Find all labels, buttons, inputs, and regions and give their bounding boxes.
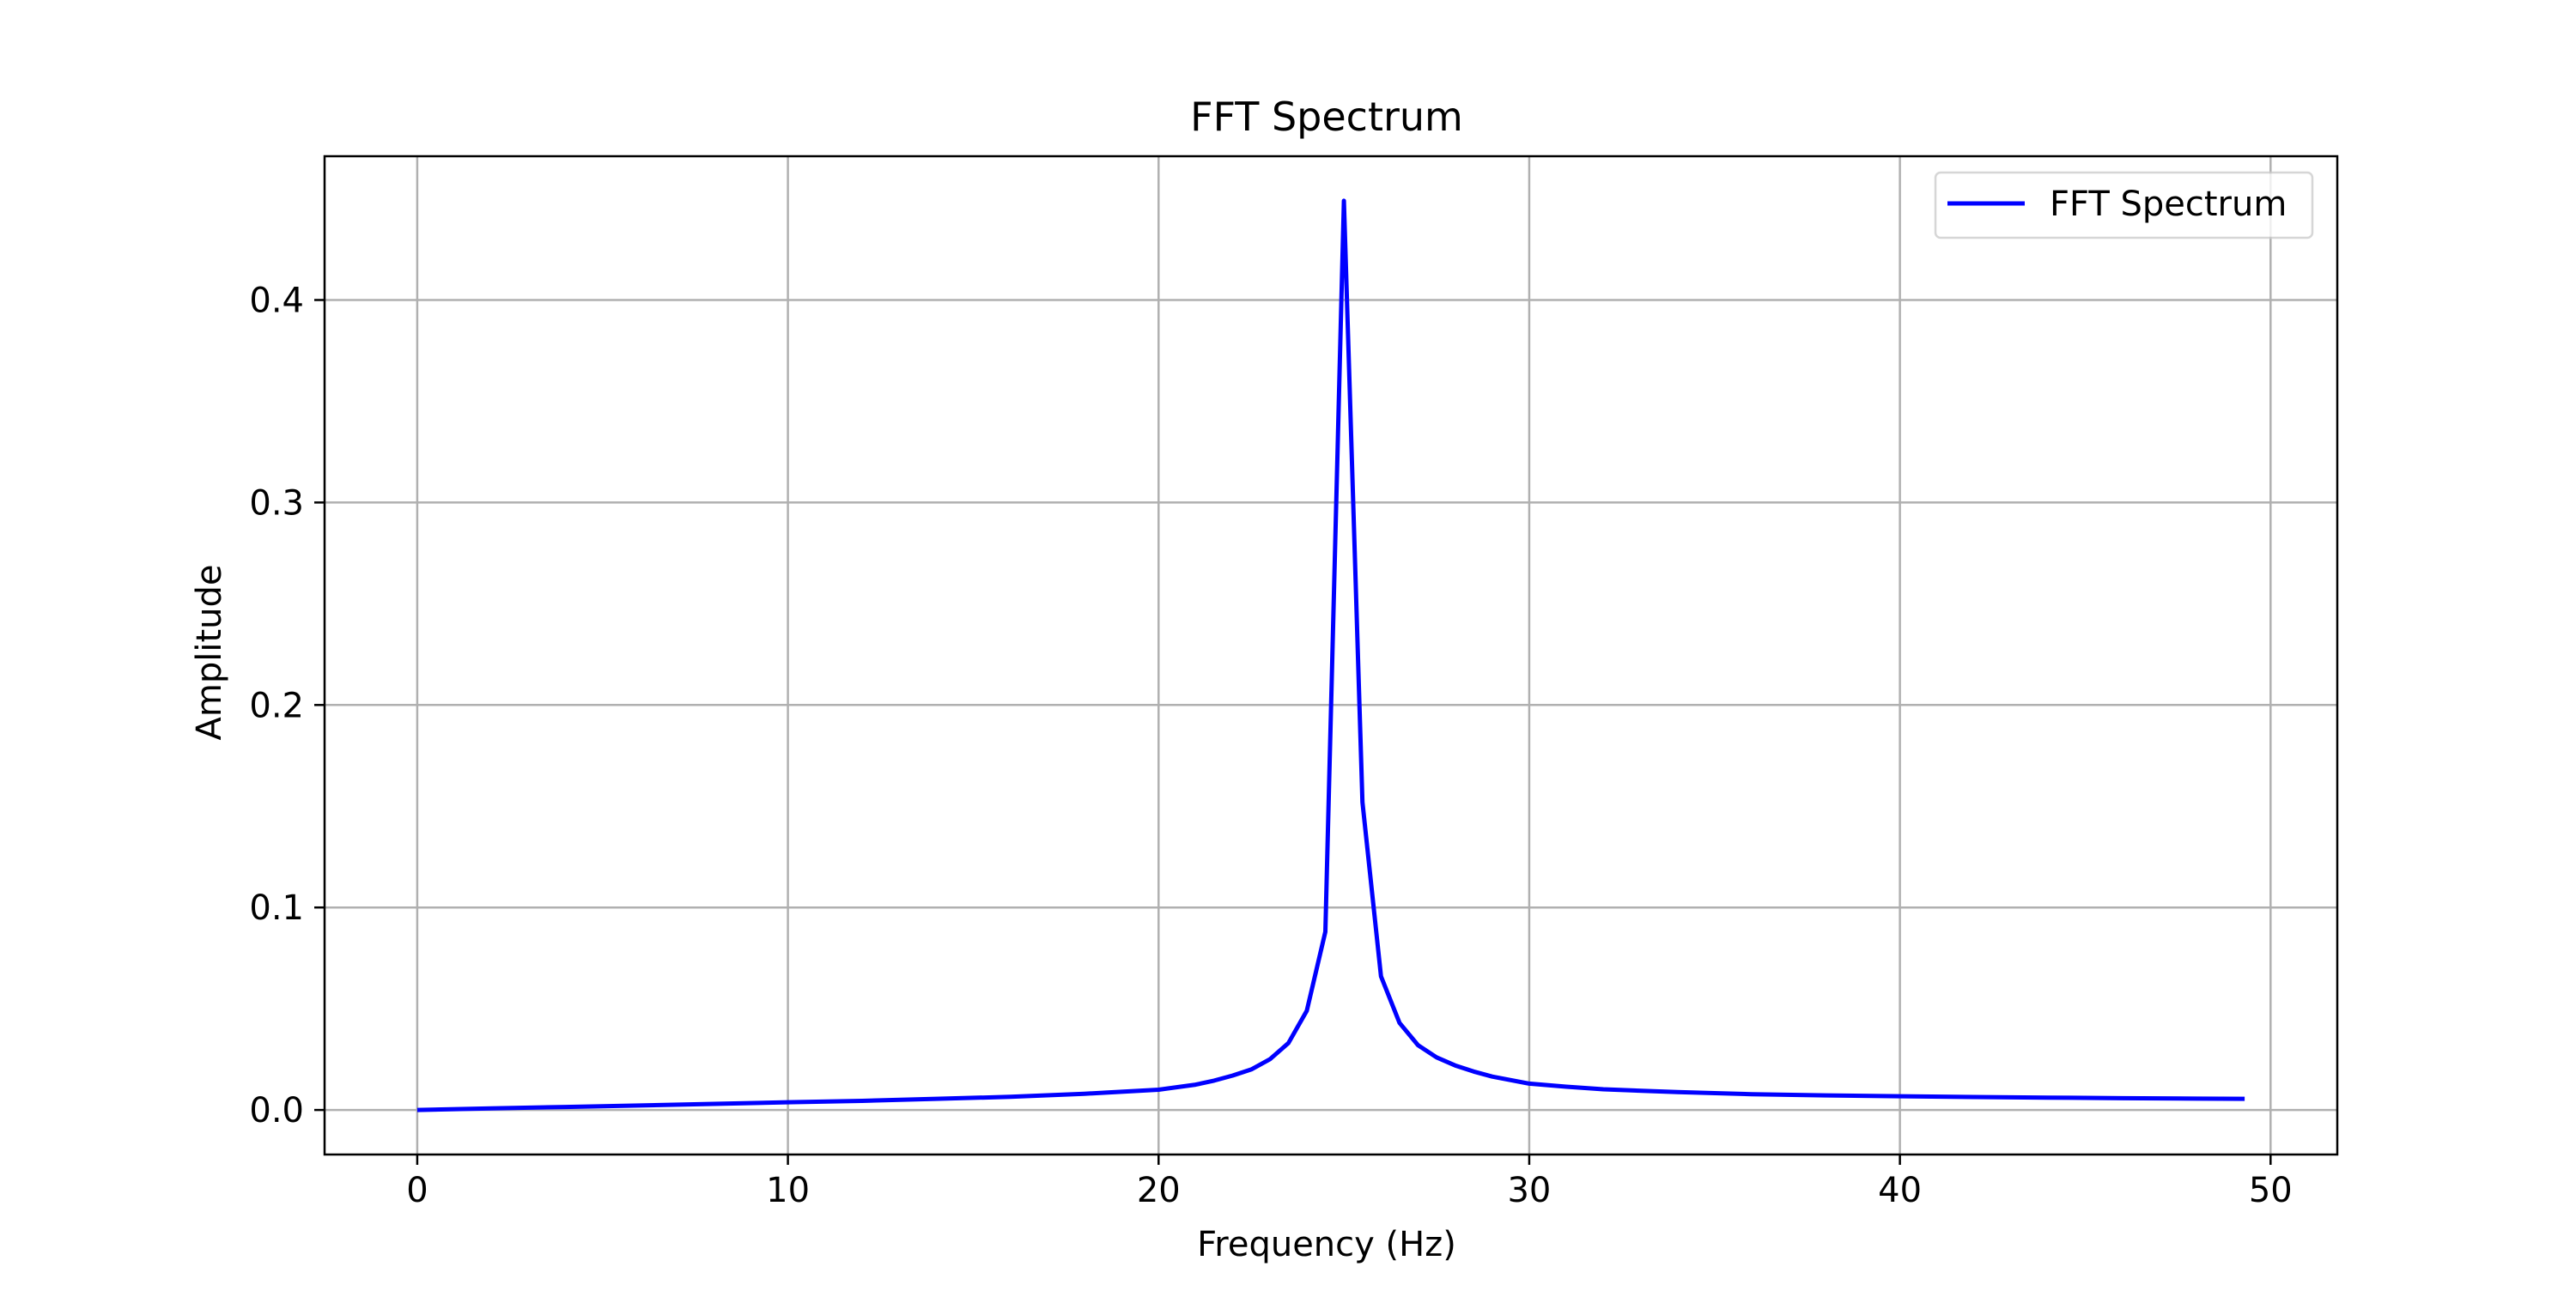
x-tick-label: 0 [406,1171,428,1210]
ticks: 0 10 20 30 40 50 0.0 0.1 0.2 0.3 0.4 [249,281,2292,1210]
series-layer [416,198,2245,1112]
y-tick-label: 0.1 [249,888,304,928]
x-tick-label: 40 [1878,1171,1922,1210]
x-tick-label: 30 [1507,1171,1551,1210]
legend-label: FFT Spectrum [2050,185,2287,224]
x-tick-label: 50 [2249,1171,2293,1210]
x-axis-label: Frequency (Hz) [1197,1225,1456,1264]
y-tick-label: 0.2 [249,686,304,725]
y-tick-label: 0.3 [249,483,304,523]
y-axis-label: Amplitude [190,565,229,741]
y-tick-label: 0.4 [249,281,304,320]
legend-box [1934,171,2314,239]
chart-title: FFT Spectrum [1190,94,1463,140]
series-line-0 [416,198,2245,1112]
plot-frame [323,155,2339,1156]
grid [325,156,2337,1155]
x-tick-label: 20 [1137,1171,1181,1210]
legend: FFT Spectrum [1934,171,2314,239]
x-tick-label: 10 [766,1171,810,1210]
y-tick-label: 0.0 [249,1091,304,1130]
